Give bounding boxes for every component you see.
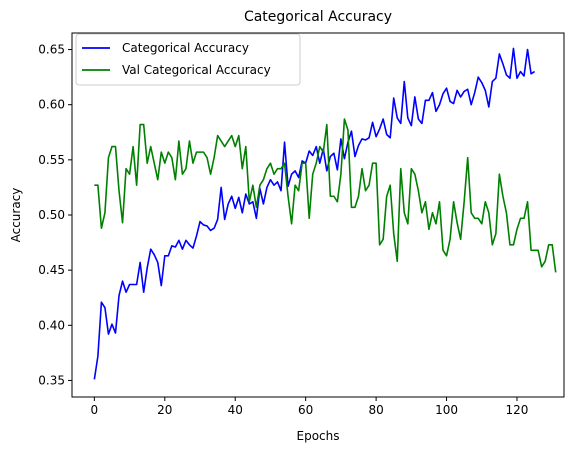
y-tick-label: 0.55 xyxy=(38,153,65,167)
series-layer xyxy=(93,47,557,380)
x-tick-label: 40 xyxy=(228,403,243,417)
chart-title: Categorical Accuracy xyxy=(244,9,392,25)
legend-label-categorical-accuracy: Categorical Accuracy xyxy=(122,41,249,55)
legend-box xyxy=(75,33,301,86)
legend-label-val-categorical-accuracy: Val Categorical Accuracy xyxy=(122,63,271,77)
series-line-val-categorical-accuracy xyxy=(94,118,557,273)
y-tick-label: 0.65 xyxy=(38,43,65,57)
y-tick-label: 0.45 xyxy=(38,263,65,277)
y-tick-label: 0.35 xyxy=(38,373,65,387)
y-axis-ticks: 0.35 0.40 0.45 0.50 0.55 0.60 0.65 xyxy=(38,43,72,387)
x-axis-ticks: 0 20 40 60 80 100 120 xyxy=(91,397,529,417)
x-tick-label: 0 xyxy=(91,403,99,417)
x-axis-label: Epochs xyxy=(297,429,340,443)
x-tick-label: 60 xyxy=(298,403,313,417)
x-tick-label: 20 xyxy=(157,403,172,417)
y-tick-label: 0.60 xyxy=(38,98,65,112)
y-axis-label: Accuracy xyxy=(9,188,23,243)
y-tick-label: 0.40 xyxy=(38,318,65,332)
series-line-categorical-accuracy xyxy=(93,47,536,380)
y-tick-label: 0.50 xyxy=(38,208,65,222)
legend: Categorical Accuracy Val Categorical Acc… xyxy=(75,33,301,86)
x-tick-label: 100 xyxy=(435,403,458,417)
x-tick-label: 120 xyxy=(506,403,529,417)
x-tick-label: 80 xyxy=(368,403,383,417)
